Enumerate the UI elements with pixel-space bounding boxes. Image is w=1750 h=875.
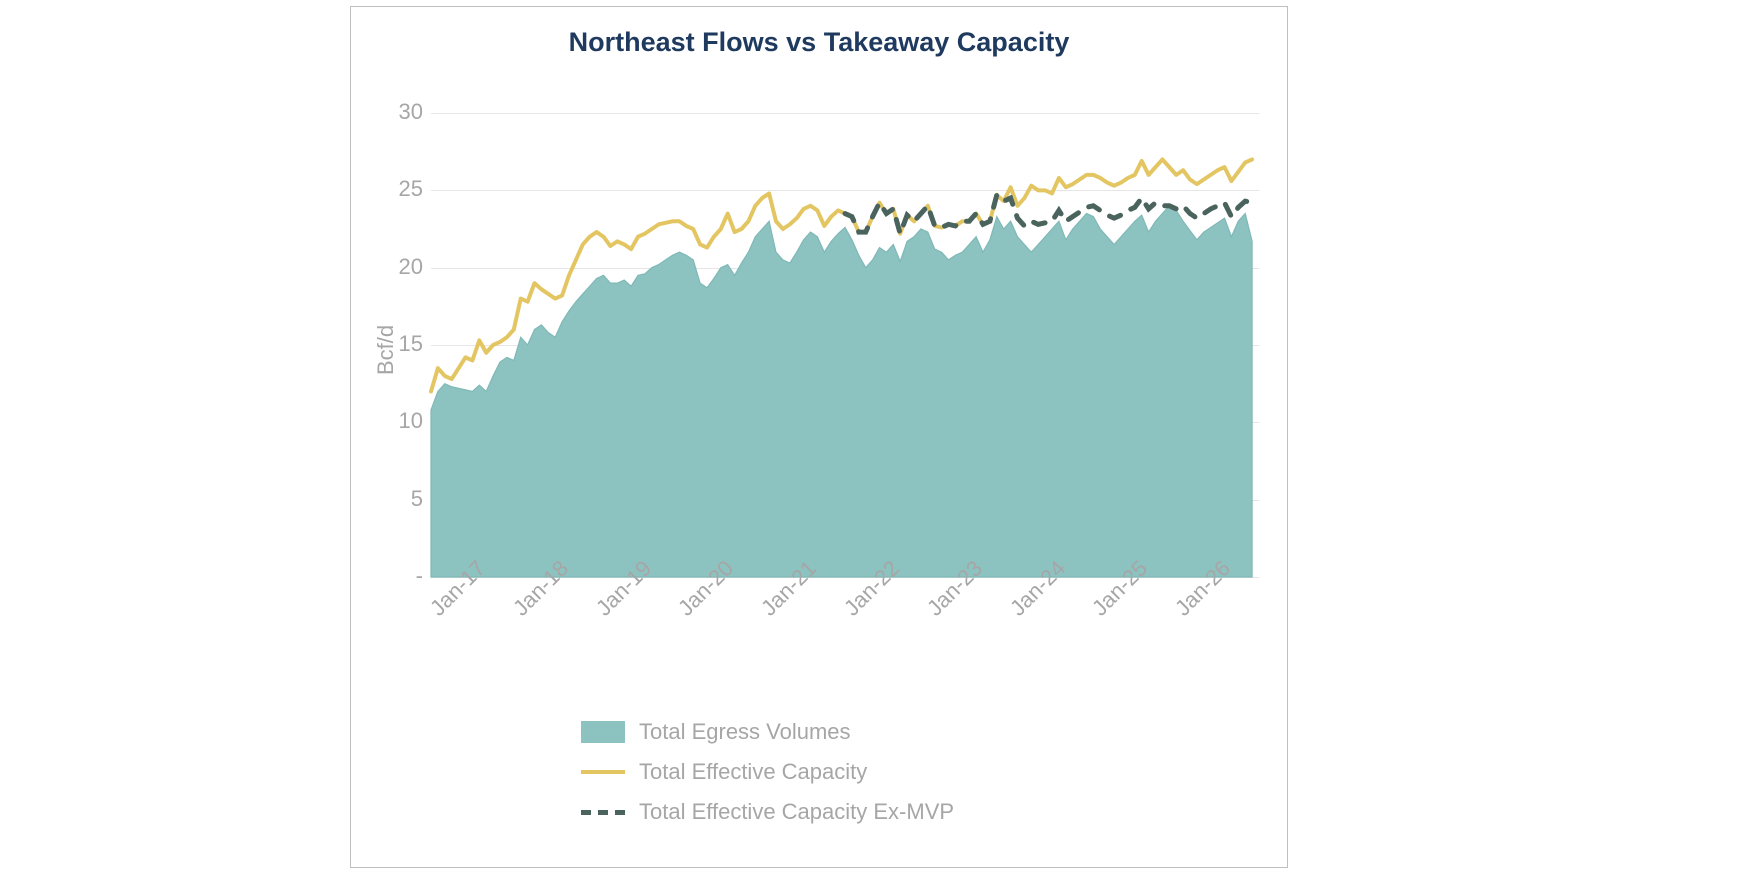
- legend-swatch: [581, 770, 625, 774]
- series-capacity-exmvp-line: [845, 195, 1252, 234]
- legend-item: Total Egress Volumes: [581, 719, 851, 745]
- legend-swatch: [581, 721, 625, 743]
- series-egress-area: [431, 206, 1252, 577]
- legend-swatch: [581, 810, 625, 815]
- stage: Northeast Flows vs Takeaway Capacity Bcf…: [0, 0, 1750, 875]
- chart-panel: Northeast Flows vs Takeaway Capacity Bcf…: [350, 6, 1288, 868]
- legend-item: Total Effective Capacity Ex-MVP: [581, 799, 954, 825]
- legend-label: Total Effective Capacity: [639, 759, 867, 785]
- legend-item: Total Effective Capacity: [581, 759, 867, 785]
- legend-label: Total Effective Capacity Ex-MVP: [639, 799, 954, 825]
- legend-label: Total Egress Volumes: [639, 719, 851, 745]
